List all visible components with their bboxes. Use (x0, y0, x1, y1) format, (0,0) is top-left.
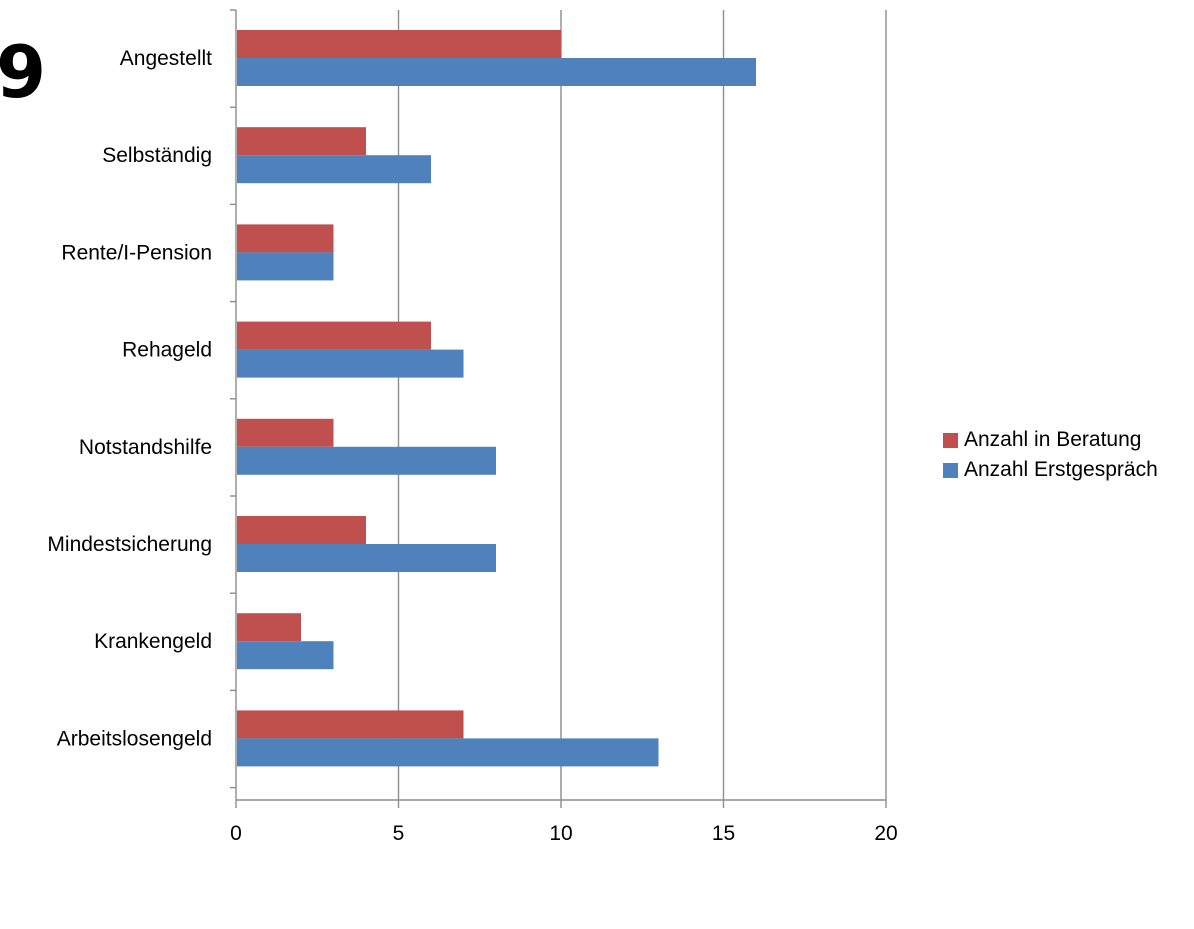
x-tick-label: 20 (874, 822, 897, 845)
chart-legend: Anzahl in Beratung Anzahl Erstgespräch (943, 425, 1158, 485)
category-label: Selbständig (102, 144, 212, 167)
bar-erstgespraech (237, 641, 334, 670)
bar-beratung (237, 321, 431, 350)
bar-erstgespraech (237, 155, 431, 184)
bar-beratung (237, 516, 366, 544)
bar-erstgespraech (237, 349, 464, 378)
category-label: Notstandshilfe (79, 436, 212, 459)
x-tick-label: 0 (230, 822, 242, 845)
legend-swatch-beratung (943, 432, 958, 448)
bar-beratung (237, 613, 301, 642)
legend-label-beratung: Anzahl in Beratung (964, 428, 1142, 451)
page-number: 9 (0, 30, 47, 114)
category-label: Arbeitslosengeld (57, 727, 212, 750)
bar-beratung (237, 224, 334, 253)
legend-swatch-erstgespraech (943, 462, 958, 478)
bar-beratung (237, 418, 334, 447)
x-tick-label: 10 (549, 822, 572, 845)
bar-erstgespraech (237, 58, 756, 86)
legend-item-erstgespraech: Anzahl Erstgespräch (943, 455, 1158, 485)
bar-beratung (237, 30, 561, 58)
bar-erstgespraech (237, 544, 496, 572)
bar-beratung (237, 710, 464, 739)
legend-item-beratung: Anzahl in Beratung (943, 425, 1158, 455)
category-label: Rente/I-Pension (61, 241, 212, 264)
bar-erstgespraech (237, 446, 496, 475)
bar-beratung (237, 127, 366, 156)
x-tick-label: 15 (712, 822, 735, 845)
category-label: Angestellt (120, 47, 212, 70)
category-label: Rehageld (122, 339, 212, 362)
category-label: Krankengeld (94, 630, 212, 653)
bar-erstgespraech (237, 738, 659, 767)
legend-label-erstgespraech: Anzahl Erstgespräch (964, 458, 1158, 481)
category-label: Mindestsicherung (47, 533, 212, 556)
x-tick-label: 5 (393, 822, 405, 845)
bar-erstgespraech (237, 252, 334, 281)
